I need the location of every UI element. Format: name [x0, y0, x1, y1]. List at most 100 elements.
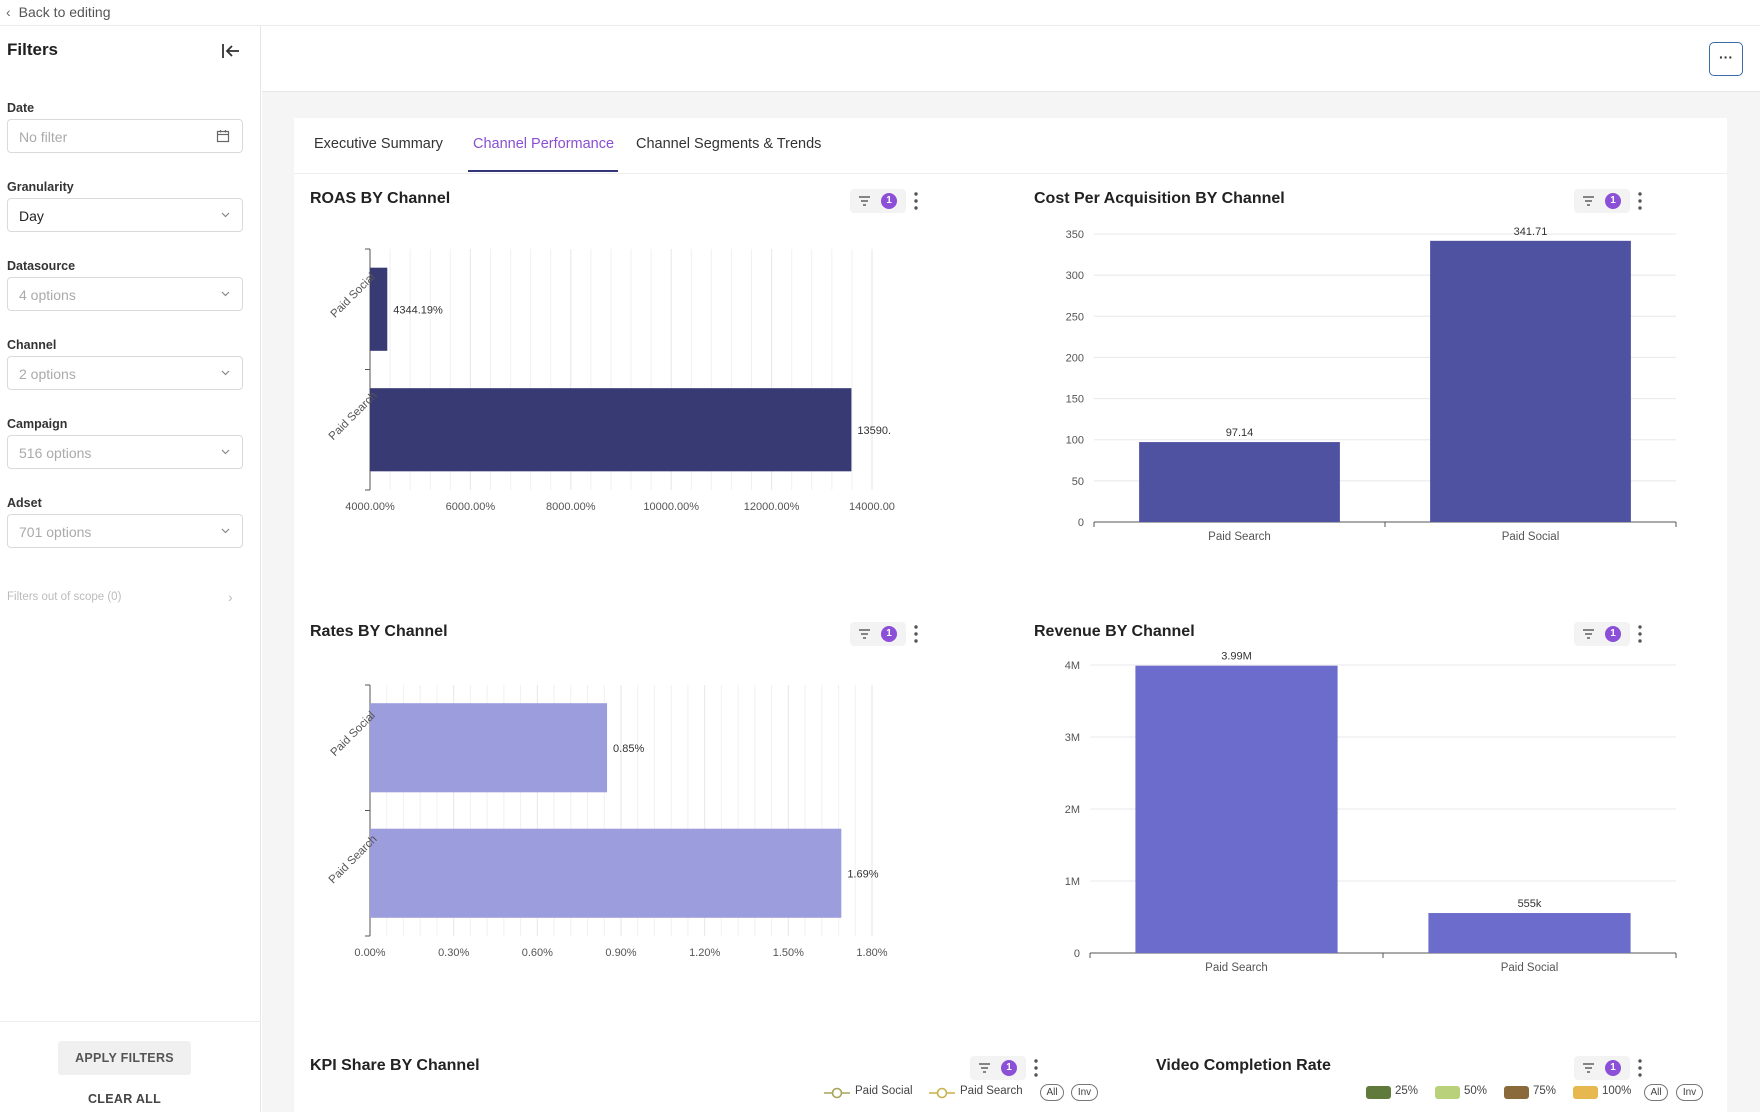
revenue-chart-title: Revenue BY Channel — [1034, 623, 1195, 640]
category-label: Paid Search — [1208, 531, 1271, 543]
legend-all-toggle[interactable]: All — [1644, 1084, 1668, 1101]
filter-icon — [979, 1063, 990, 1073]
tab-executive-summary[interactable]: Executive Summary — [314, 136, 443, 152]
filters-out-of-scope[interactable]: Filters out of scope (0) — [7, 591, 122, 603]
kpi-filter-button[interactable]: 1 — [970, 1056, 1026, 1080]
x-tick-label: 14000.00 — [849, 501, 895, 513]
data-label: 341.71 — [1514, 226, 1548, 238]
kebab-menu-icon[interactable] — [1632, 1056, 1648, 1080]
data-label: 4344.19% — [393, 304, 443, 316]
back-label: Back to editing — [18, 4, 111, 20]
filter-count-badge: 1 — [881, 626, 897, 642]
chevron-left-icon: ‹ — [6, 4, 11, 20]
sidebar-footer: APPLY FILTERS CLEAR ALL — [0, 1021, 261, 1112]
apply-filters-button[interactable]: APPLY FILTERS — [58, 1041, 191, 1075]
kebab-menu-icon[interactable] — [908, 622, 924, 646]
category-label: Paid Social — [1502, 531, 1560, 543]
datasource-filter-label: Datasource — [7, 259, 76, 273]
datasource-select[interactable]: 4 options — [7, 277, 243, 311]
y-tick-label: 3M — [1065, 732, 1080, 744]
channel-filter-label: Channel — [7, 338, 57, 352]
granularity-filter-label: Granularity — [7, 180, 74, 194]
legend-swatch-25 — [1366, 1086, 1391, 1099]
y-tick-label: 150 — [1066, 394, 1084, 406]
kpi-share-chart-title: KPI Share BY Channel — [310, 1057, 480, 1074]
bar-paid-search — [1135, 665, 1338, 953]
legend-paid-social[interactable]: Paid Social — [855, 1085, 913, 1097]
kebab-menu-icon[interactable] — [1632, 189, 1648, 213]
y-tick-label: 200 — [1066, 352, 1084, 364]
y-tick-label: 300 — [1066, 270, 1084, 282]
legend-all-toggle[interactable]: All — [1040, 1084, 1064, 1101]
roas-chart-title: ROAS BY Channel — [310, 190, 451, 207]
filter-icon — [859, 629, 870, 639]
adset-value: 701 options — [19, 524, 92, 540]
chevron-right-icon[interactable]: › — [228, 589, 233, 605]
x-tick-label: 1.80% — [856, 947, 887, 959]
granularity-select[interactable]: Day — [7, 198, 243, 232]
adset-filter-label: Adset — [7, 496, 42, 510]
legend-swatch-75 — [1504, 1086, 1529, 1099]
legend-100[interactable]: 100% — [1602, 1085, 1632, 1097]
legend-invert-toggle[interactable]: Inv — [1676, 1084, 1703, 1101]
data-label: 13590. — [857, 425, 891, 437]
rates-chart-title: Rates BY Channel — [310, 623, 448, 640]
filter-icon — [1583, 1063, 1594, 1073]
legend-paid-search[interactable]: Paid Search — [960, 1085, 1023, 1097]
tab-channel-segments-trends[interactable]: Channel Segments & Trends — [636, 136, 822, 152]
granularity-value: Day — [19, 208, 44, 224]
filters-sidebar: Filters Date No filter Granularity Day D… — [0, 26, 261, 1112]
kebab-menu-icon[interactable] — [908, 189, 924, 213]
more-options-button[interactable]: ··· — [1709, 42, 1743, 76]
x-tick-label: 4000.00% — [345, 501, 395, 513]
cpa-chart: 0 50 100 150 200 250 300 350 97.14 Paid Search 341… — [1066, 226, 1677, 543]
legend-25[interactable]: 25% — [1395, 1085, 1419, 1097]
kebab-menu-icon[interactable] — [1028, 1056, 1044, 1080]
y-tick-label: 350 — [1066, 229, 1084, 241]
video-filter-button[interactable]: 1 — [1574, 1056, 1630, 1080]
rates-filter-button[interactable]: 1 — [850, 622, 906, 646]
date-filter-input[interactable]: No filter — [7, 119, 243, 153]
legend-swatch-100 — [1573, 1086, 1598, 1099]
filter-count-badge: 1 — [1605, 626, 1621, 642]
x-tick-label: 0.30% — [438, 947, 469, 959]
bar-paid-social — [370, 267, 388, 351]
back-to-editing-link[interactable]: ‹ Back to editing — [6, 4, 111, 20]
video-completion-chart-title: Video Completion Rate — [1156, 1057, 1331, 1074]
legend-75[interactable]: 75% — [1533, 1085, 1557, 1097]
date-filter-label: Date — [7, 101, 35, 115]
x-tick-label: 12000.00% — [744, 501, 800, 513]
revenue-filter-button[interactable]: 1 — [1574, 622, 1630, 646]
chevron-down-icon — [221, 212, 230, 218]
collapse-sidebar-icon[interactable] — [220, 40, 242, 62]
data-label: 555k — [1518, 898, 1542, 910]
legend-invert-toggle[interactable]: Inv — [1071, 1084, 1098, 1101]
y-tick-label: 250 — [1066, 311, 1084, 323]
cpa-filter-button[interactable]: 1 — [1574, 189, 1630, 213]
y-tick-label: 50 — [1072, 476, 1084, 488]
x-tick-label: 1.20% — [689, 947, 720, 959]
bar-paid-social — [1430, 240, 1631, 523]
chevron-down-icon — [221, 449, 230, 455]
filters-title: Filters — [7, 40, 59, 59]
channel-value: 2 options — [19, 366, 76, 382]
roas-filter-button[interactable]: 1 — [850, 189, 906, 213]
chevron-down-icon — [221, 370, 230, 376]
kebab-menu-icon[interactable] — [1632, 622, 1648, 646]
chevron-down-icon — [221, 528, 230, 534]
filter-count-badge: 1 — [1605, 193, 1621, 209]
dashboard-main: ··· Executive Summary Channel Performanc… — [262, 26, 1760, 1112]
adset-select[interactable]: 701 options — [7, 514, 243, 548]
channel-select[interactable]: 2 options — [7, 356, 243, 390]
y-tick-label: 2M — [1065, 804, 1080, 816]
tab-channel-performance[interactable]: Channel Performance — [473, 136, 615, 152]
campaign-select[interactable]: 516 options — [7, 435, 243, 469]
category-label: Paid Social — [1501, 962, 1559, 974]
revenue-chart: 0 1M 2M 3M 4M 3.99M Paid Search 555k Paid Social — [1065, 651, 1677, 974]
filter-icon — [1583, 196, 1594, 206]
clear-all-button[interactable]: CLEAR ALL — [58, 1084, 191, 1114]
legend-50[interactable]: 50% — [1464, 1085, 1488, 1097]
data-label: 97.14 — [1226, 427, 1254, 439]
